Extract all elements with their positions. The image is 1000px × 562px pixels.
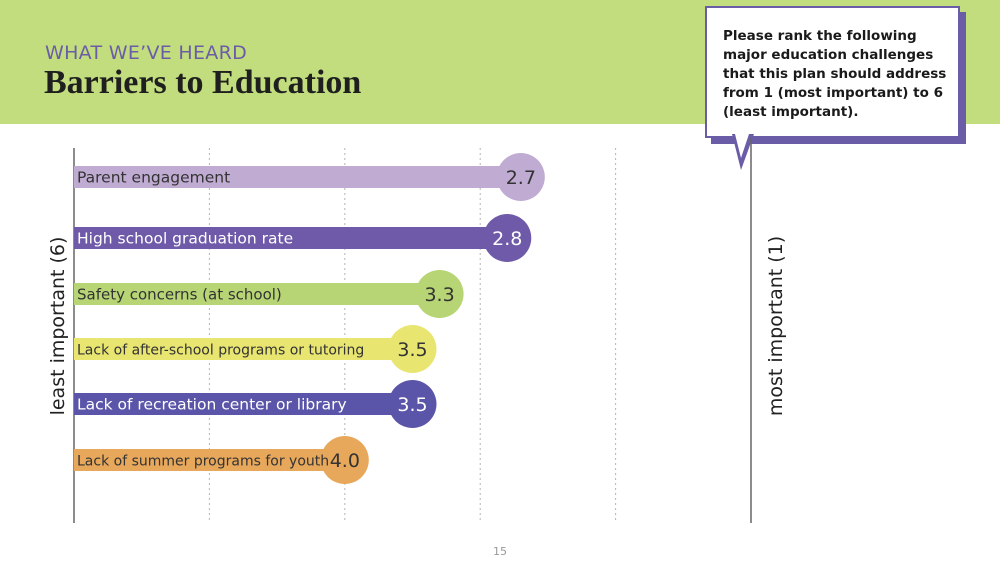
section-kicker: WHAT WE’VE HEARD: [45, 42, 248, 64]
category-label: High school graduation rate: [77, 230, 293, 248]
callout-text: Please rank the following major educatio…: [723, 28, 947, 120]
bar-row: High school graduation rate 2.8: [74, 214, 532, 262]
question-callout: Please rank the following major educatio…: [705, 6, 960, 138]
value-label: 3.3: [424, 284, 454, 306]
bar-row: Parent engagement 2.7: [74, 153, 545, 201]
value-label: 2.7: [506, 167, 536, 189]
value-bubble: [415, 270, 464, 318]
bar: [74, 227, 508, 249]
bar-row: Lack of after-school programs or tutorin…: [74, 325, 437, 373]
value-label: 2.8: [492, 228, 522, 250]
value-bubble: [388, 380, 437, 428]
category-label: Parent engagement: [77, 169, 230, 187]
page-title: Barriers to Education: [44, 64, 362, 101]
least-important-axis-label: least important (6): [47, 236, 69, 416]
value-bubble: [496, 153, 545, 201]
bar: [74, 393, 413, 415]
bar-row: Lack of recreation center or library 3.5: [74, 380, 437, 428]
bar: [74, 449, 345, 471]
value-label: 3.5: [397, 339, 427, 361]
value-label: 4.0: [330, 450, 360, 472]
bar: [74, 338, 413, 360]
bar-row: Safety concerns (at school) 3.3: [74, 270, 464, 318]
bar-row: Lack of summer programs for youth 4.0: [74, 436, 369, 484]
value-bubble: [483, 214, 532, 262]
value-label: 3.5: [397, 394, 427, 416]
page-number: 15: [493, 545, 507, 558]
most-important-axis-label: most important (1): [765, 235, 787, 417]
bar: [74, 283, 440, 305]
category-label: Lack of after-school programs or tutorin…: [77, 343, 364, 359]
value-bubble: [320, 436, 369, 484]
callout-tail: [732, 134, 754, 170]
bars-group: Parent engagement 2.7 High school graduati…: [74, 153, 545, 484]
category-label: Lack of recreation center or library: [77, 396, 347, 414]
category-label: Safety concerns (at school): [77, 286, 282, 304]
bar: [74, 166, 521, 188]
category-label: Lack of summer programs for youth: [77, 454, 329, 470]
value-bubble: [388, 325, 437, 373]
